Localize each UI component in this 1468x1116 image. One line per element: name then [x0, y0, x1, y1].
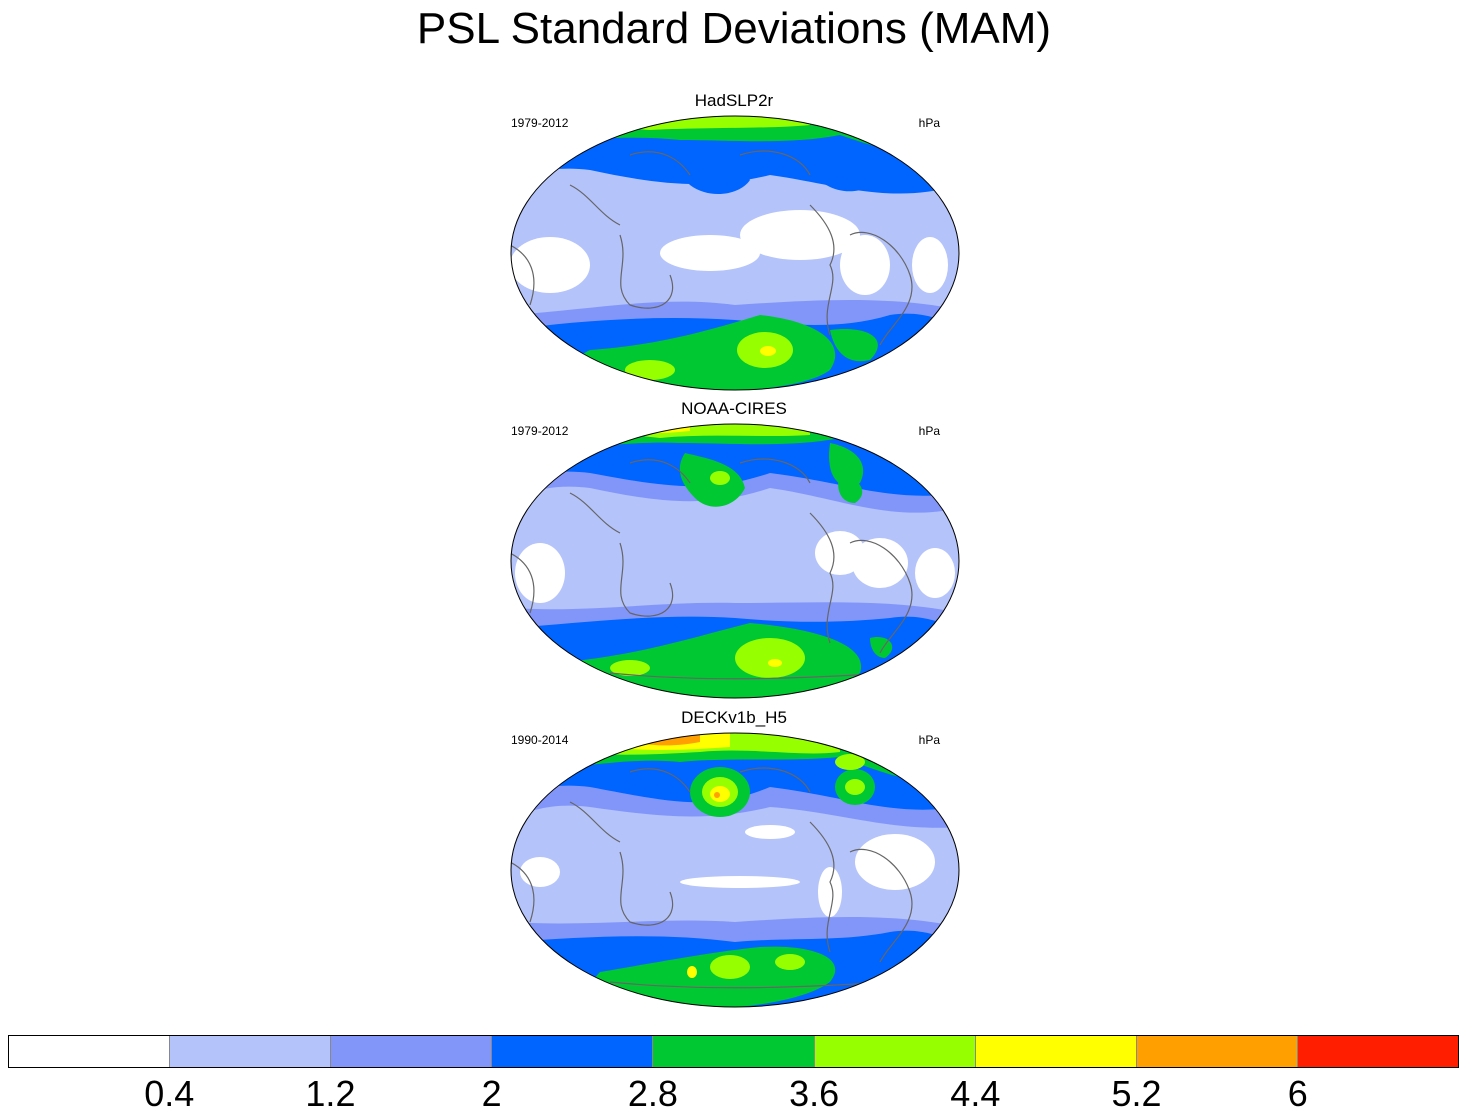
psl-map-deckv1b-h5: [510, 732, 960, 1008]
panel-title: HadSLP2r: [694, 91, 774, 110]
panel-period: 1990-2014: [511, 733, 569, 747]
colorbar-tick-label: 0.4: [144, 1073, 195, 1114]
colorbar-tick-label: 2: [481, 1073, 502, 1114]
panel-period: 1979-2012: [511, 116, 569, 130]
panel-units: hPa: [918, 116, 940, 130]
figure-title: PSL Standard Deviations (MAM): [416, 4, 1052, 53]
panel-title: DECKv1b_H5: [681, 708, 787, 727]
colorbar-box: [814, 1036, 976, 1067]
colorbar-tick-label: 6: [1287, 1073, 1308, 1114]
colorbar: [8, 1035, 1459, 1068]
colorbar-tick-label: 1.2: [305, 1073, 356, 1114]
panel-title: NOAA-CIRES: [681, 399, 787, 418]
panel-units: hPa: [918, 424, 940, 438]
map-panel-noaa-cires: NOAA-CIRES 1979-2012 hPa: [500, 399, 968, 702]
colorbar-box: [1297, 1036, 1458, 1067]
colorbar-box: [975, 1036, 1137, 1067]
map-panel-hadslp2r: HadSLP2r 1979-2012 hPa: [500, 91, 968, 394]
colorbar-box: [9, 1036, 171, 1067]
colorbar-tick-label: 5.2: [1111, 1073, 1162, 1114]
colorbar-tick-label: 3.6: [789, 1073, 840, 1114]
colorbar-box: [1136, 1036, 1298, 1067]
panel-units: hPa: [918, 733, 940, 747]
map-panel-deckv1b-h5: DECKv1b_H5 1990-2014 hPa: [500, 708, 968, 1011]
psl-map-noaa-cires: [510, 423, 960, 699]
panel-period: 1979-2012: [511, 424, 569, 438]
colorbar-tick-label: 4.4: [950, 1073, 1001, 1114]
colorbar-box: [170, 1036, 332, 1067]
psl-map-hadslp2r: [510, 115, 960, 391]
colorbar-box: [653, 1036, 815, 1067]
colorbar-box: [492, 1036, 654, 1067]
colorbar-tick-label: 2.8: [627, 1073, 678, 1114]
colorbar-box: [331, 1036, 493, 1067]
